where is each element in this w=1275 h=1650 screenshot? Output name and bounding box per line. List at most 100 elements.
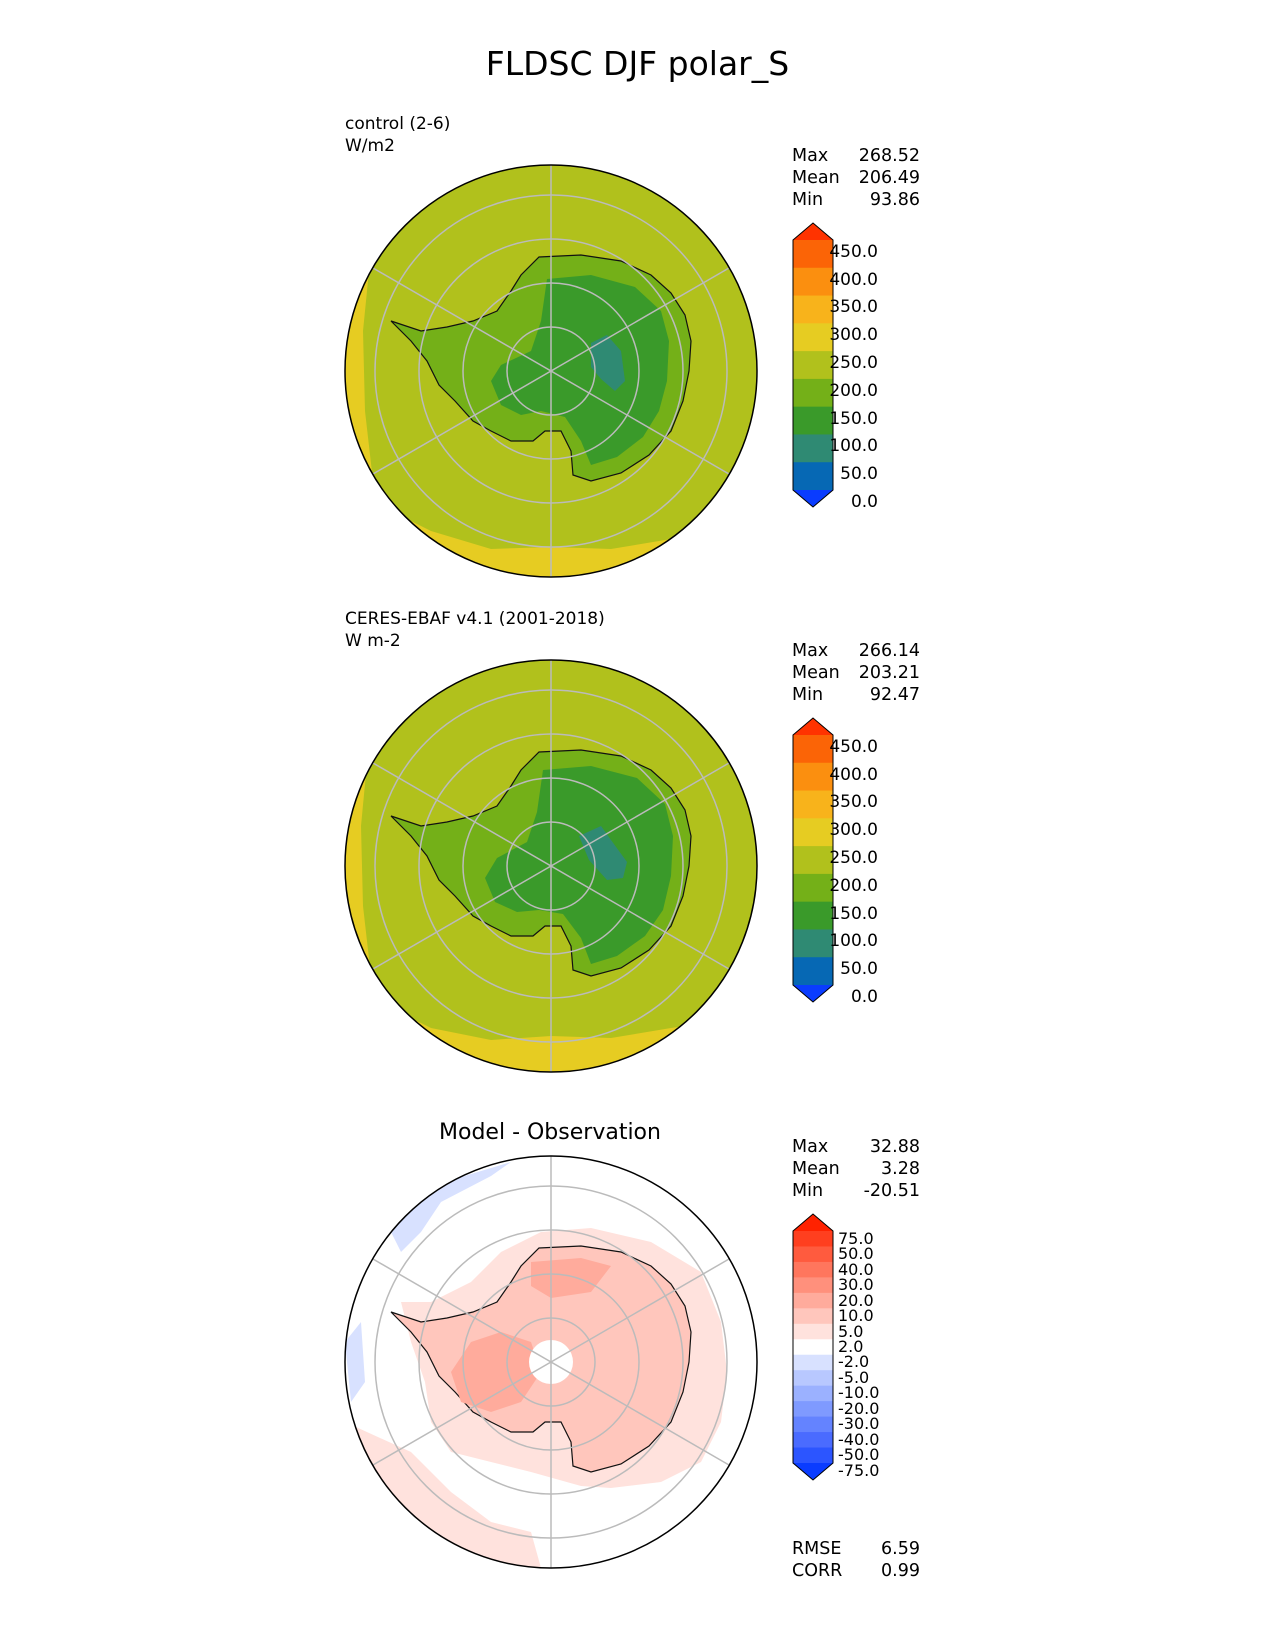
colorbar-segment bbox=[793, 735, 833, 764]
colorbar-segment bbox=[793, 267, 833, 297]
colorbar-extend-max bbox=[793, 718, 833, 735]
metric-label: CORR bbox=[792, 1561, 843, 1581]
metric-label: RMSE bbox=[792, 1539, 842, 1559]
stat-label: Mean bbox=[792, 168, 840, 188]
stat-mean: 3.28 bbox=[881, 1159, 920, 1179]
colorbar-extend-max bbox=[793, 223, 833, 240]
colorbar-segment bbox=[793, 1292, 833, 1309]
colorbar-tick-label: 450.0 bbox=[829, 241, 878, 262]
stats-box: Max 32.88 Mean 3.28 Min -20.51 bbox=[792, 1136, 920, 1202]
dome-field bbox=[591, 335, 625, 391]
colorbar-segment bbox=[793, 1323, 833, 1340]
panel-control: control (2-6) W/m2 Max 268.52 Mean 206.49 … bbox=[0, 0, 1275, 578]
colorbar-segment bbox=[793, 434, 833, 463]
colorbar-tick-label: 250.0 bbox=[829, 848, 878, 868]
colorbar-tick-label: -5.0 bbox=[838, 1367, 870, 1387]
panel-units: W/m2 bbox=[345, 136, 395, 156]
panel-units: W m-2 bbox=[345, 631, 401, 651]
negative-patch bbox=[391, 1162, 511, 1252]
colorbar-tick-label: 0.0 bbox=[850, 986, 878, 1007]
colorbar-segment bbox=[793, 1246, 833, 1263]
stats-box: Max 266.14 Mean 203.21 Min 92.47 bbox=[792, 640, 920, 706]
colorbar bbox=[792, 1213, 834, 1481]
colorbar-outline bbox=[792, 222, 834, 508]
negative-patch bbox=[345, 1322, 365, 1402]
colorbar-tick-label: -10.0 bbox=[838, 1383, 880, 1403]
colorbar-segment bbox=[793, 378, 833, 408]
colorbar-tick-label: 50.0 bbox=[840, 959, 878, 980]
stat-label: Mean bbox=[792, 1159, 840, 1179]
colorbar-outline bbox=[792, 717, 834, 1003]
colorbar-tick-label: 2.0 bbox=[838, 1337, 864, 1356]
polar-map bbox=[344, 164, 758, 578]
colorbar-tick-label: -75.0 bbox=[838, 1460, 880, 1480]
colorbar-tick-label: -50.0 bbox=[838, 1445, 880, 1465]
colorbar-tick-label: 400.0 bbox=[829, 269, 878, 290]
colorbar-tick-label: 75.0 bbox=[838, 1228, 874, 1248]
colorbar-tick-label: 250.0 bbox=[829, 353, 878, 373]
graticule bbox=[372, 165, 730, 577]
colorbar-extend-min bbox=[793, 490, 833, 507]
map-border bbox=[344, 659, 758, 1073]
stat-max: 268.52 bbox=[858, 146, 920, 166]
colorbar-tick-label: -30.0 bbox=[838, 1414, 880, 1434]
metrics-box: RMSE 6.59 CORR 0.99 bbox=[792, 1538, 920, 1582]
stat-label: Min bbox=[792, 1181, 824, 1201]
panel-observation: CERES-EBAF v4.1 (2001-2018) W m-2 Max 266… bbox=[0, 495, 1275, 1073]
colorbar-tick-label: 5.0 bbox=[838, 1321, 864, 1341]
colorbar-segment bbox=[793, 1231, 833, 1247]
stat-label: Max bbox=[792, 1137, 829, 1157]
colorbar-segment bbox=[793, 1401, 833, 1418]
stat-mean: 206.49 bbox=[858, 168, 920, 188]
graticule bbox=[372, 1156, 730, 1568]
colorbar-segment bbox=[793, 1447, 833, 1464]
metric-corr: 0.99 bbox=[881, 1561, 920, 1581]
colorbar-tick-label: 100.0 bbox=[829, 931, 878, 952]
polar-map bbox=[344, 1155, 758, 1569]
stat-max: 32.88 bbox=[869, 1137, 920, 1157]
colorbar-segment bbox=[793, 1370, 833, 1387]
colorbar-segment bbox=[793, 1339, 833, 1356]
colorbar-tick-label: 100.0 bbox=[829, 436, 878, 457]
colorbar-segment bbox=[793, 1432, 833, 1449]
colorbar-segment bbox=[793, 1277, 833, 1294]
stat-label: Mean bbox=[792, 663, 840, 683]
colorbar-tick-label: 450.0 bbox=[829, 736, 878, 757]
colorbar-segment bbox=[793, 1385, 833, 1402]
colorbar-tick-label: 150.0 bbox=[829, 408, 878, 429]
colorbar-tick-label: 300.0 bbox=[829, 820, 878, 841]
colorbar-tick-label: 350.0 bbox=[829, 297, 878, 318]
colorbar-tick-label: 200.0 bbox=[829, 875, 878, 896]
colorbar-outline bbox=[792, 1213, 834, 1481]
colorbar-segment bbox=[793, 929, 833, 958]
colorbar-segment bbox=[793, 462, 833, 491]
map-border bbox=[344, 1155, 758, 1569]
stat-min: 92.47 bbox=[869, 685, 920, 705]
metric-rmse: 6.59 bbox=[881, 1539, 920, 1559]
colorbar bbox=[792, 717, 834, 1003]
stat-label: Min bbox=[792, 190, 824, 210]
colorbar-segment bbox=[793, 1416, 833, 1433]
dome-field bbox=[579, 826, 627, 880]
panel-name: control (2-6) bbox=[345, 114, 451, 134]
stat-max: 266.14 bbox=[858, 641, 920, 661]
colorbar-extend-min bbox=[793, 985, 833, 1002]
colorbar-tick-label: 300.0 bbox=[829, 325, 878, 346]
panel-difference: Model - Observation Max 32.88 Mean 3.28 Mi… bbox=[0, 990, 1275, 1581]
colorbar-segment bbox=[793, 846, 833, 875]
colorbar-segment bbox=[793, 762, 833, 792]
colorbar-segment bbox=[793, 323, 833, 352]
colorbar-segment bbox=[793, 901, 833, 930]
stat-label: Max bbox=[792, 146, 829, 166]
colorbar-segment bbox=[793, 1261, 833, 1278]
stat-mean: 203.21 bbox=[858, 663, 920, 683]
colorbar-tick-label: 10.0 bbox=[838, 1306, 874, 1326]
colorbar-tick-label: 20.0 bbox=[838, 1290, 874, 1310]
panel-name: CERES-EBAF v4.1 (2001-2018) bbox=[345, 609, 605, 629]
colorbar-tick-label: 30.0 bbox=[838, 1275, 874, 1295]
stat-label: Min bbox=[792, 685, 824, 705]
stats-box: Max 268.52 Mean 206.49 Min 93.86 bbox=[792, 145, 920, 211]
colorbar-segment bbox=[793, 406, 833, 435]
colorbar-tick-label: -40.0 bbox=[838, 1429, 880, 1449]
colorbar bbox=[792, 222, 834, 508]
